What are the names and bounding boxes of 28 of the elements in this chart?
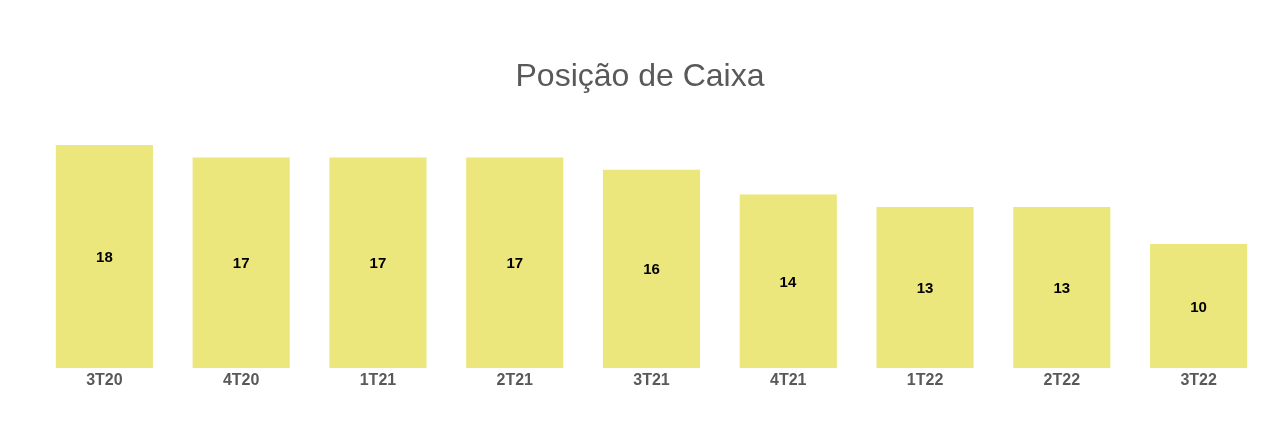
- x-tick-label: 1T22: [906, 371, 944, 388]
- bar: [55, 145, 153, 368]
- x-tick-label: 4T21: [770, 371, 807, 388]
- bar: [466, 157, 564, 368]
- x-tick-label: 3T21: [633, 371, 670, 388]
- x-tick-label: 1T21: [359, 371, 397, 388]
- x-tick-label: 2T22: [1043, 371, 1081, 388]
- x-tick-label: 4T20: [222, 371, 260, 388]
- bar: [329, 157, 427, 368]
- bar: [1013, 206, 1111, 368]
- x-tick-label: 3T22: [1180, 371, 1217, 388]
- chart-title: Posição de Caixa: [515, 57, 765, 94]
- x-tick-label: 2T21: [496, 371, 534, 388]
- data-label: 17: [369, 254, 387, 272]
- data-label: 13: [916, 278, 934, 296]
- x-tick-label: 3T20: [86, 371, 123, 388]
- bar: [739, 194, 837, 368]
- bar: [1150, 244, 1248, 368]
- data-label: 16: [643, 260, 660, 278]
- bar: [876, 206, 974, 368]
- data-label: 18: [96, 248, 113, 265]
- data-label: 17: [232, 254, 250, 272]
- data-label: 10: [1190, 297, 1207, 315]
- data-label: 14: [779, 272, 797, 290]
- data-label: 13: [1053, 278, 1071, 296]
- bar: [602, 169, 701, 368]
- data-label: 17: [506, 254, 524, 272]
- bar: [192, 157, 290, 368]
